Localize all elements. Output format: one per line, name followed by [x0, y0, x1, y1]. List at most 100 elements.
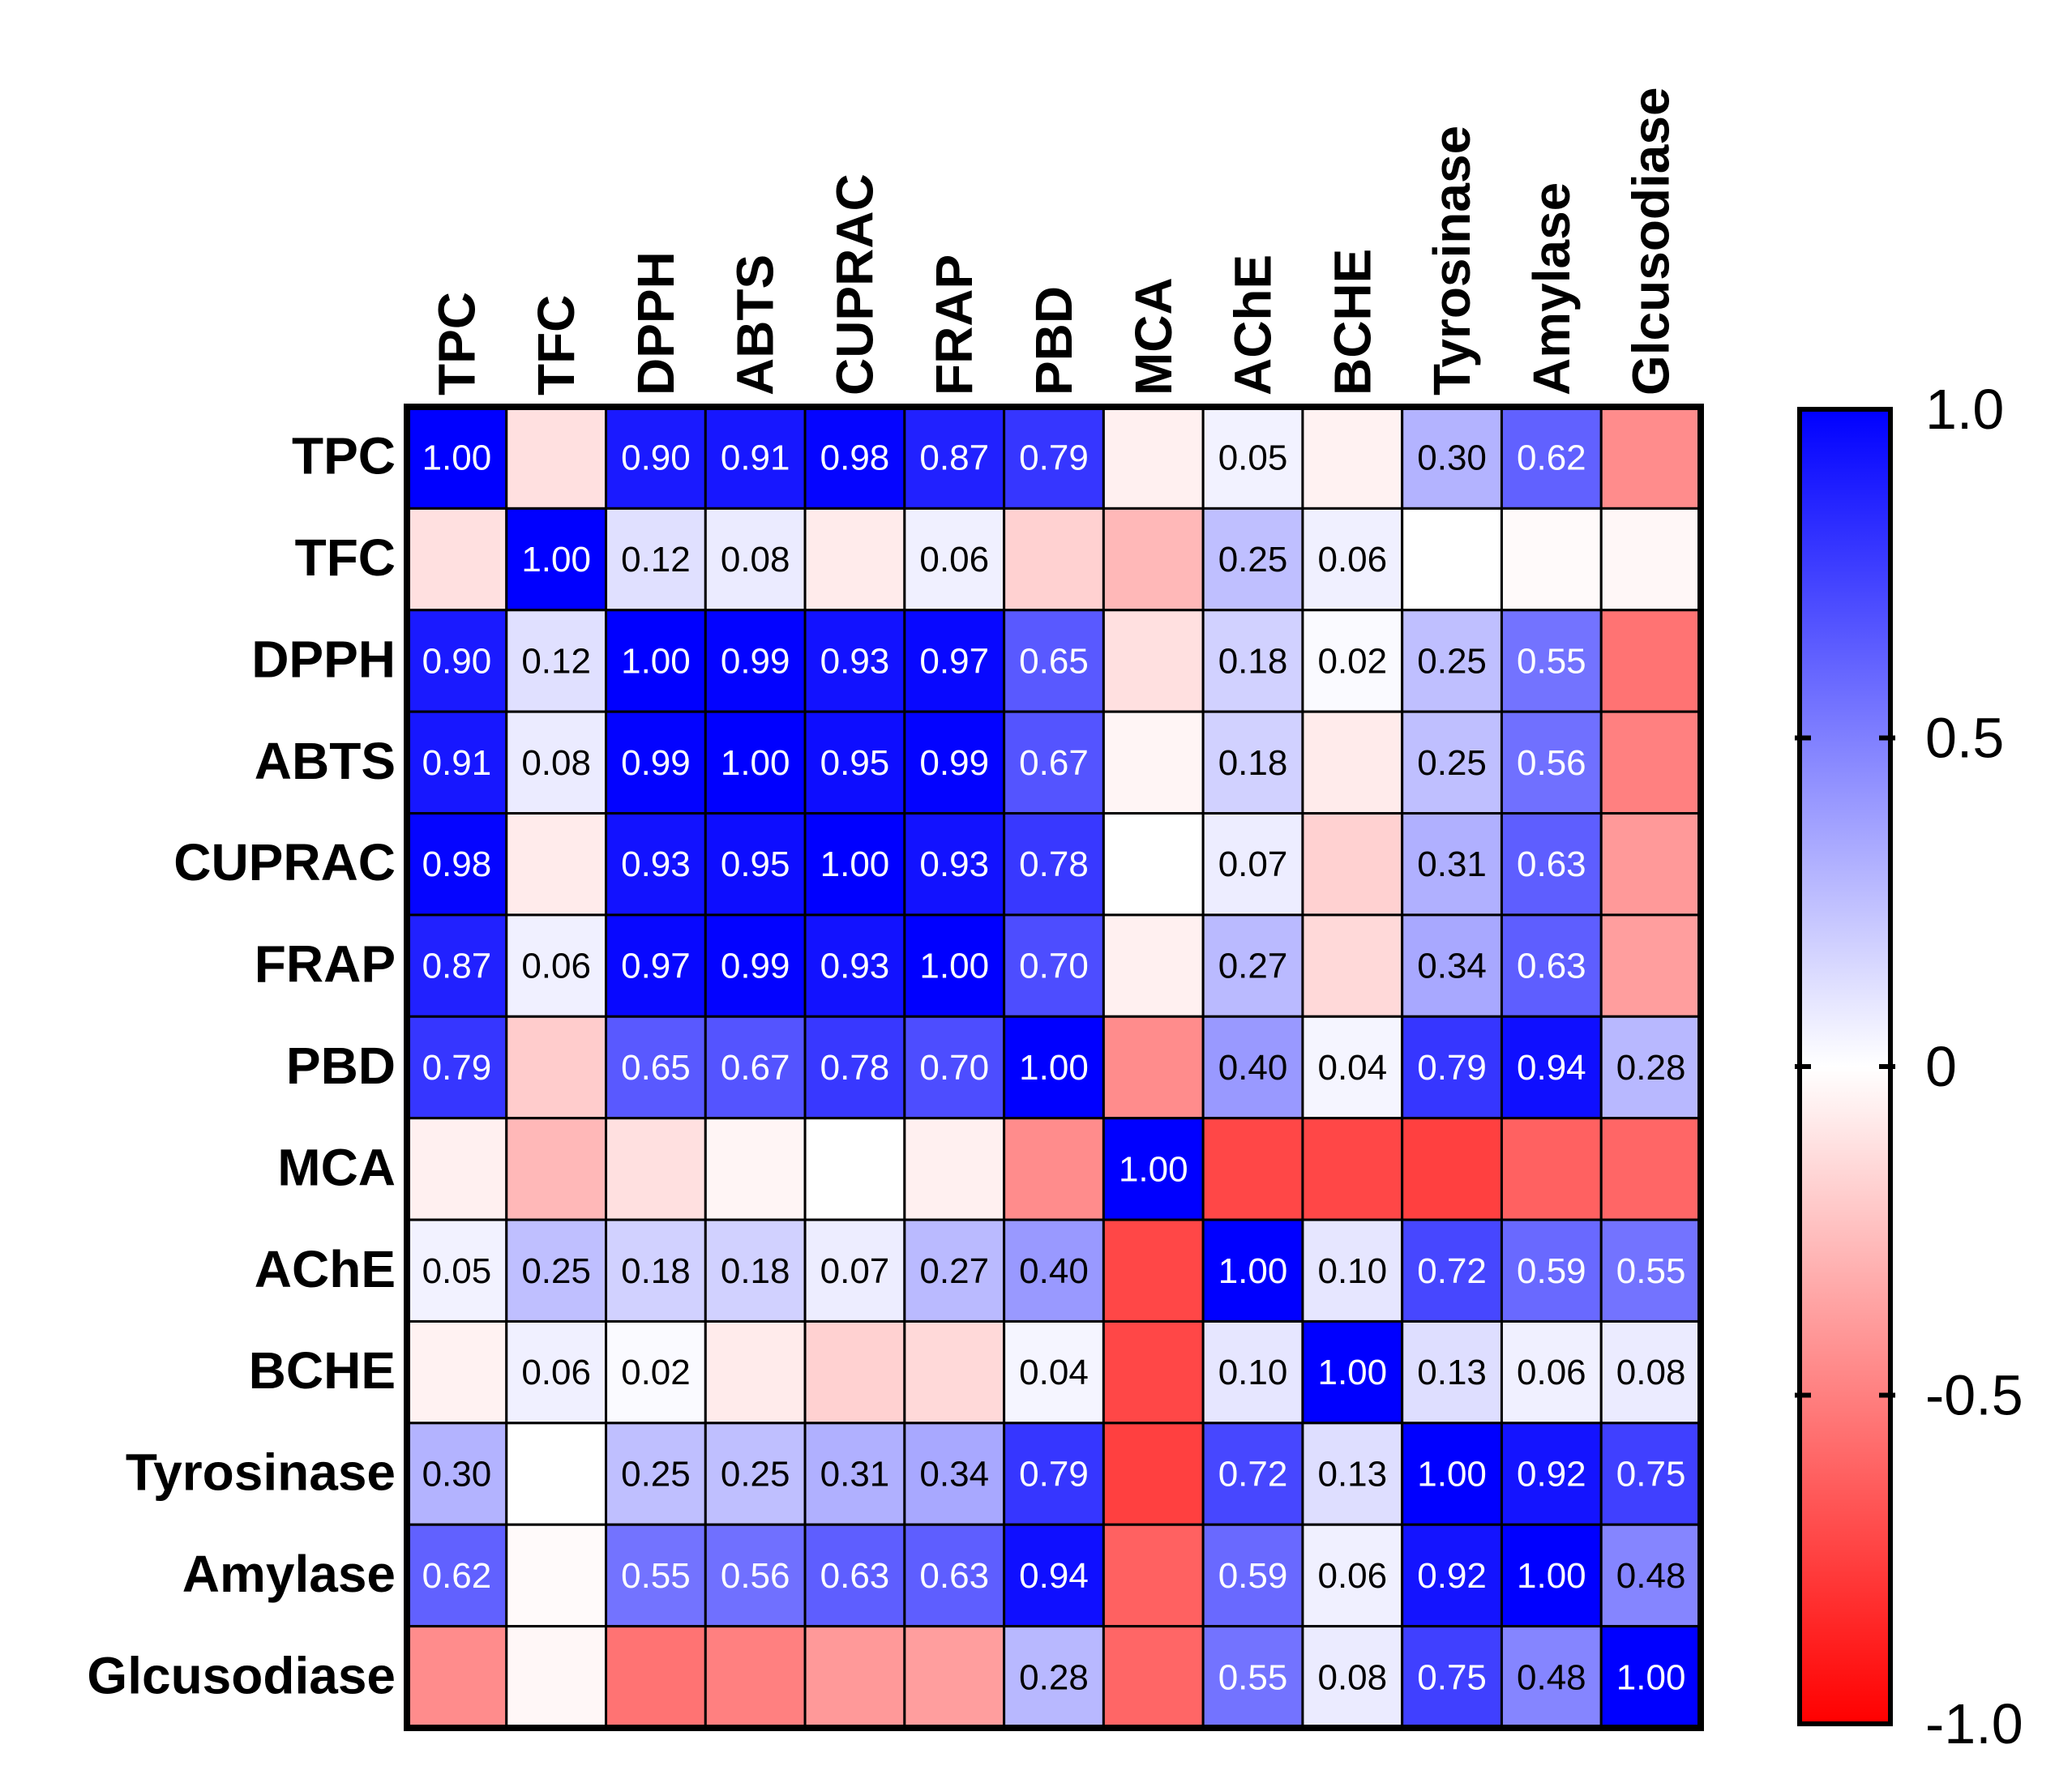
column-label: Amylase: [1522, 182, 1581, 396]
cell-value-label: 0.90: [621, 438, 691, 478]
row-label: AChE: [255, 1240, 396, 1298]
heatmap-cell: [405, 1319, 508, 1425]
heatmap-cell: [704, 507, 807, 612]
heatmap-cell: [704, 1625, 807, 1730]
heatmap-cell: [1003, 1523, 1105, 1628]
heatmap-cell: [903, 1319, 1006, 1425]
cell-value-label: 0.34: [919, 1455, 989, 1494]
row-label: Tyrosinase: [126, 1443, 396, 1502]
column-label: DPPH: [627, 251, 685, 396]
cell-value-label: 0.94: [1517, 1048, 1586, 1088]
heatmap-cell: [803, 609, 906, 713]
heatmap-cell: [1599, 1117, 1702, 1221]
heatmap-cell: [1003, 1218, 1105, 1323]
heatmap-cell: [605, 1523, 707, 1628]
heatmap-cell: [903, 1523, 1006, 1628]
column-label: Glcusodiase: [1622, 87, 1680, 396]
heatmap-cell: [1102, 710, 1205, 815]
heatmap-cell: [803, 913, 906, 1018]
cell-value-label: 0.10: [1218, 1353, 1288, 1392]
heatmap-cell: [1401, 1218, 1503, 1323]
cell-value-label: 0.59: [1218, 1556, 1288, 1596]
heatmap-cell: [1003, 1625, 1105, 1730]
cell-value-label: 0.67: [1019, 743, 1089, 783]
cell-value-label: 1.00: [1417, 1455, 1487, 1494]
cell-value-label: 0.97: [919, 641, 989, 681]
heatmap-cell: [505, 812, 608, 917]
cell-value-label: 0.25: [721, 1455, 790, 1494]
cell-value-label: 0.31: [1417, 844, 1487, 884]
cell-value-label: 0.13: [1417, 1353, 1487, 1392]
heatmap-cell: [1301, 812, 1404, 917]
heatmap-cell: [1102, 609, 1205, 713]
cell-value-label: 0.08: [521, 743, 591, 783]
cell-value-label: 0.18: [621, 1251, 691, 1291]
cell-value-label: 0.79: [422, 1048, 492, 1088]
heatmap-cell: [1102, 812, 1205, 917]
heatmap-cell: [405, 1523, 508, 1628]
cell-value-label: 0.62: [422, 1556, 492, 1596]
heatmap-cell: [1599, 913, 1702, 1018]
cell-value-label: 0.72: [1218, 1455, 1288, 1494]
row-label: TFC: [295, 528, 396, 587]
colorbar-tick-label: -0.5: [1925, 1364, 2023, 1427]
column-label: AChE: [1224, 254, 1282, 396]
cell-value-label: 0.25: [1417, 743, 1487, 783]
row-labels: TPC TFC DPPH ABTS CUPRAC FRAP PBD MCA AChE BCHE Ty…: [87, 427, 396, 1705]
heatmap-cell: [1102, 405, 1205, 510]
cell-value-label: 0.13: [1317, 1455, 1387, 1494]
heatmap-cell: [1401, 1523, 1503, 1628]
cell-value-label: 0.28: [1019, 1657, 1089, 1697]
heatmap-cell: [505, 1523, 608, 1628]
heatmap-cell: [605, 1422, 707, 1526]
cell-value-label: 0.08: [1317, 1657, 1387, 1697]
cell-value-label: 0.75: [1417, 1657, 1487, 1697]
cell-value-label: 1.00: [1517, 1556, 1586, 1596]
cell-value-label: 0.25: [1218, 540, 1288, 579]
heatmap-cell: [1599, 1319, 1702, 1425]
heatmap-cell: [505, 1117, 608, 1221]
cell-value-label: 0.40: [1218, 1048, 1288, 1088]
heatmap-cell: [1500, 1117, 1603, 1221]
cell-value-label: 0.55: [1218, 1657, 1288, 1697]
cell-value-label: 0.91: [422, 743, 492, 783]
cell-value-label: 0.28: [1616, 1048, 1686, 1088]
cell-value-label: 0.63: [820, 1556, 890, 1596]
cell-value-label: 0.25: [621, 1455, 691, 1494]
heatmap-cell: [1201, 1117, 1304, 1221]
colorbar-tick-label: 0: [1925, 1035, 1957, 1098]
heatmap-cell: [803, 1015, 906, 1120]
cell-value-label: 0.91: [721, 438, 790, 478]
cell-value-label: 1.00: [1616, 1657, 1686, 1697]
cell-value-label: 0.92: [1517, 1455, 1586, 1494]
colorbar-tick-label: -1.0: [1925, 1692, 2023, 1755]
cell-value-label: 0.95: [820, 743, 890, 783]
cell-value-label: 0.98: [422, 844, 492, 884]
cell-value-label: 0.55: [621, 1556, 691, 1596]
heatmap-cell: [1599, 812, 1702, 917]
cell-value-label: 0.75: [1616, 1455, 1686, 1494]
heatmap-cell: [704, 1319, 807, 1425]
heatmap-cell: [1102, 1015, 1205, 1120]
column-labels: TPC TFC DPPH ABTS CUPRAC FRAP PBD MCA AChE BCHE Ty…: [427, 87, 1680, 396]
cell-value-label: 0.99: [621, 743, 691, 783]
heatmap-cell: [903, 609, 1006, 713]
heatmap-frame: [404, 404, 1704, 1731]
heatmap-cell: [1500, 710, 1603, 815]
cell-value-label: 0.65: [1019, 641, 1089, 681]
row-label: PBD: [286, 1037, 396, 1095]
heatmap-cell: [505, 1625, 608, 1730]
heatmap-cell: [803, 812, 906, 917]
cell-value-label: 0.94: [1019, 1556, 1089, 1596]
heatmap-cell: [505, 507, 608, 612]
heatmap-cell: [1201, 1319, 1304, 1425]
heatmap-cell: [704, 1117, 807, 1221]
heatmap-cell: [1599, 1015, 1702, 1120]
column-label: TPC: [427, 292, 486, 396]
heatmap-cell: [1301, 1625, 1404, 1730]
colorbar-tick-label: 0.5: [1925, 707, 2004, 770]
heatmap-cell: [903, 913, 1006, 1018]
heatmap-cell: [405, 913, 508, 1018]
row-label: FRAP: [255, 935, 396, 994]
cell-value-label: 0.56: [721, 1556, 790, 1596]
